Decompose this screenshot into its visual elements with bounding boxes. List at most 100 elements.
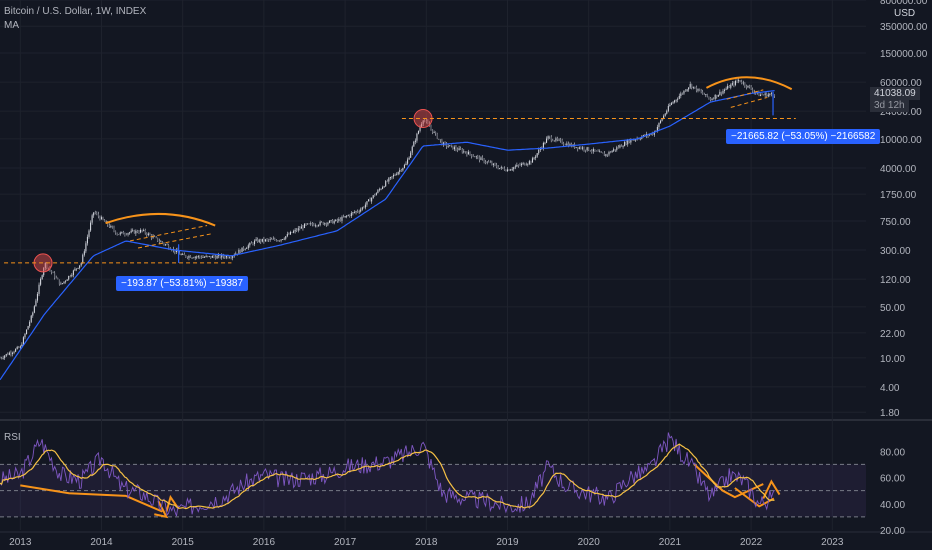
- candle-body: [224, 256, 226, 258]
- candle-body: [111, 226, 113, 228]
- candle-body: [689, 84, 691, 88]
- price-axis[interactable]: 800000.00 350000.00 150000.00 60000.00 24000…: [880, 0, 928, 419]
- candle-body: [597, 150, 599, 152]
- candle-body: [330, 220, 332, 221]
- candle-body: [524, 163, 526, 166]
- candle-body: [716, 94, 718, 97]
- candle-body: [307, 223, 309, 225]
- candle-body: [394, 174, 396, 176]
- candle-body: [313, 224, 315, 226]
- candle-body: [556, 138, 559, 140]
- candle-body: [599, 151, 601, 153]
- candle-body: [29, 321, 31, 327]
- candle-body: [138, 232, 140, 234]
- candle-body: [714, 94, 716, 100]
- candle-body: [600, 151, 602, 153]
- price-tick-label: 800000.00: [880, 0, 928, 7]
- candle-body: [627, 139, 629, 145]
- candle-body: [124, 234, 126, 236]
- candle-body: [221, 254, 223, 258]
- candle-body: [47, 267, 49, 269]
- time-tick-label: 2017: [334, 537, 357, 548]
- candle-body: [603, 153, 605, 156]
- candle-body: [675, 99, 677, 101]
- candle-body: [332, 220, 334, 224]
- candle-body: [581, 147, 584, 149]
- candle-body: [211, 256, 213, 258]
- candle-body: [35, 300, 37, 307]
- candle-body: [485, 162, 487, 163]
- candle-body: [363, 207, 365, 209]
- time-axis[interactable]: 2013 2014 2015 2016 2017 2018 2019 2020 2021 2022…: [9, 537, 844, 548]
- candle-body: [405, 163, 407, 166]
- candle-body: [722, 90, 724, 94]
- candle-body: [530, 161, 532, 163]
- indicator-label[interactable]: MA: [4, 20, 19, 31]
- candle-body: [183, 254, 185, 256]
- candle-body: [96, 213, 98, 215]
- candle-body: [110, 226, 112, 228]
- candle-body: [79, 265, 81, 268]
- candle-body: [216, 255, 218, 259]
- candle-body: [516, 164, 518, 167]
- candle-body: [634, 139, 637, 141]
- candle-body: [255, 239, 257, 241]
- rsi-label[interactable]: RSI: [4, 432, 21, 443]
- candle-body: [622, 146, 624, 147]
- candle-body: [244, 248, 246, 250]
- candle-body: [225, 255, 227, 258]
- channel-line: [726, 89, 764, 100]
- candle-body: [299, 228, 301, 229]
- candle-body: [367, 199, 370, 202]
- candle-body: [699, 88, 701, 91]
- candle-body: [503, 168, 505, 171]
- candle-body: [269, 239, 271, 240]
- candle-body: [218, 254, 220, 256]
- candle-body: [22, 337, 24, 345]
- candle-body: [189, 256, 192, 258]
- candle-body: [745, 85, 747, 88]
- candle-body: [372, 195, 374, 198]
- candle-body: [141, 229, 143, 231]
- candle-body: [239, 249, 242, 253]
- candle-body: [210, 256, 212, 258]
- candle-body: [302, 226, 304, 229]
- price-tick-label: 10.00: [880, 354, 905, 365]
- candle-body: [180, 254, 182, 256]
- candle-body: [678, 95, 680, 99]
- candle-body: [558, 139, 560, 141]
- candle-body: [266, 239, 268, 241]
- candle-body: [461, 149, 463, 153]
- candle-body: [567, 143, 569, 147]
- rsi-trend-arrow: [734, 487, 775, 508]
- candle-body: [132, 230, 134, 232]
- last-price-label: 41038.09: [870, 87, 920, 100]
- candle-body: [669, 104, 671, 107]
- candle-body: [21, 344, 23, 347]
- price-tick-label: 1.80: [880, 408, 900, 419]
- candle-body: [303, 223, 306, 229]
- candle-body: [397, 171, 399, 175]
- candle-body: [375, 192, 377, 196]
- candle-body: [469, 151, 471, 155]
- candle-body: [377, 190, 379, 193]
- candle-body: [230, 257, 232, 259]
- rsi-axis[interactable]: 80.00 60.00 40.00 20.00: [880, 447, 905, 537]
- candle-body: [613, 149, 615, 151]
- price-tick-label: 350000.00: [880, 22, 928, 33]
- candle-body: [10, 352, 12, 354]
- candle-body: [430, 126, 432, 130]
- candle-body: [747, 85, 749, 88]
- candle-body: [155, 236, 157, 238]
- candle-body: [335, 219, 337, 222]
- candle-body: [85, 243, 87, 252]
- candle-body: [161, 241, 163, 243]
- candle-body: [188, 256, 190, 258]
- candle-body: [278, 240, 281, 242]
- rsi-band: [0, 463, 866, 518]
- candle-body: [703, 93, 705, 95]
- candle-body: [444, 142, 446, 144]
- candle-body: [113, 227, 115, 231]
- candle-body: [403, 165, 405, 169]
